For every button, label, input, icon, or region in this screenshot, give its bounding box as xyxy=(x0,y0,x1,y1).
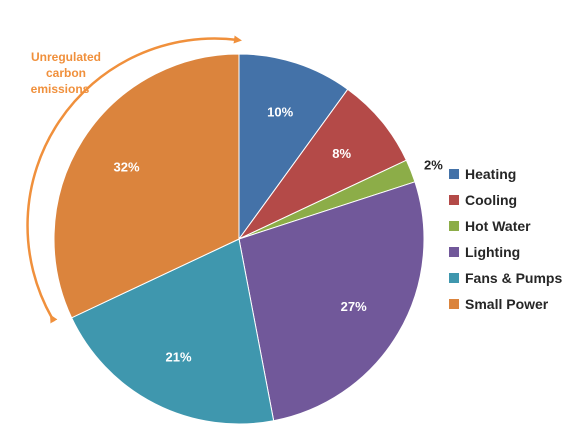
legend-label-cooling: Cooling xyxy=(465,192,517,208)
legend-label-small-power: Small Power xyxy=(465,296,549,312)
annotation-arrow xyxy=(26,35,242,324)
legend-swatch-cooling xyxy=(449,195,459,205)
legend-label-fans-pumps: Fans & Pumps xyxy=(465,270,562,286)
legend-label-heating: Heating xyxy=(465,166,516,182)
pie-slice-cooling xyxy=(238,88,408,240)
legend-swatch-small-power xyxy=(449,299,459,309)
annotation-line-1: Unregulated xyxy=(31,50,101,64)
pie-slice-lighting xyxy=(238,181,425,422)
slice-label-fans-pumps: 21% xyxy=(166,350,192,365)
legend-swatch-heating xyxy=(449,169,459,179)
slice-label-cooling: 8% xyxy=(332,146,351,161)
annotation-line-2: carbon xyxy=(46,66,86,80)
annotation: Unregulated carbon emissions xyxy=(26,35,242,324)
slice-label-lighting: 27% xyxy=(341,299,367,314)
legend-swatch-fans-pumps xyxy=(449,273,459,283)
legend-swatch-lighting xyxy=(449,247,459,257)
legend-swatch-hot-water xyxy=(449,221,459,231)
slice-label-heating: 10% xyxy=(267,104,293,119)
slice-label-small-power: 32% xyxy=(114,160,140,175)
pie-slices xyxy=(53,53,425,425)
legend-label-hot-water: Hot Water xyxy=(465,218,531,234)
legend-label-lighting: Lighting xyxy=(465,244,520,260)
pie-slice-heating xyxy=(238,53,349,241)
slice-label-hot-water: 2% xyxy=(424,158,443,173)
legend: Heating Cooling Hot Water Lighting Fans & Pu… xyxy=(449,166,562,312)
